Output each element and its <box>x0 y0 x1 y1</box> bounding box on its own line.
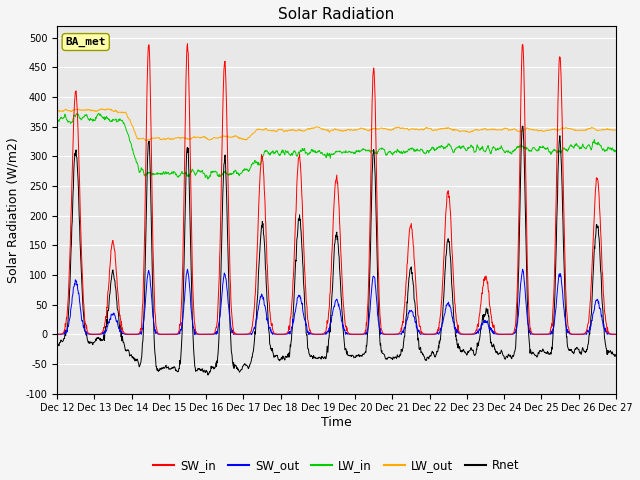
SW_out <box>515 306 523 312</box>
Line: Rnet: Rnet <box>57 126 616 375</box>
Title: Solar Radiation: Solar Radiation <box>278 7 394 22</box>
Line: SW_out: SW_out <box>57 269 616 334</box>
Rnet <box>563 334 571 339</box>
Rnet <box>518 123 526 129</box>
LW_in <box>287 153 294 158</box>
LW_in <box>612 147 620 153</box>
LW_out <box>423 125 431 131</box>
LW_out <box>563 125 571 131</box>
LW_out <box>612 127 620 133</box>
LW_out <box>104 106 112 112</box>
LW_in <box>53 117 61 123</box>
Line: LW_in: LW_in <box>57 113 616 179</box>
Rnet <box>515 275 522 280</box>
SW_in <box>53 331 61 337</box>
Y-axis label: Solar Radiation (W/m2): Solar Radiation (W/m2) <box>7 137 20 283</box>
SW_out <box>273 331 281 337</box>
SW_in <box>287 315 294 321</box>
LW_in <box>563 147 571 153</box>
SW_in <box>423 331 431 337</box>
LW_out <box>287 127 294 132</box>
SW_out <box>53 331 61 337</box>
LW_in <box>177 171 185 177</box>
Text: BA_met: BA_met <box>65 37 106 47</box>
SW_in <box>612 331 620 337</box>
LW_in <box>273 148 281 154</box>
Rnet <box>287 342 294 348</box>
SW_out <box>423 331 431 337</box>
LW_out <box>515 129 523 134</box>
X-axis label: Time: Time <box>321 416 352 429</box>
Rnet <box>273 353 280 359</box>
Rnet <box>204 372 212 378</box>
SW_in <box>515 222 523 228</box>
LW_in <box>95 110 102 116</box>
SW_out <box>184 266 191 272</box>
SW_in <box>177 321 184 327</box>
SW_out <box>83 331 90 337</box>
LW_out <box>177 135 185 141</box>
Rnet <box>612 352 620 358</box>
SW_in <box>273 331 281 337</box>
SW_in <box>184 41 191 47</box>
LW_in <box>515 144 523 150</box>
LW_in <box>204 176 212 182</box>
SW_in <box>563 310 571 315</box>
LW_in <box>423 148 431 154</box>
LW_out <box>53 108 61 114</box>
Rnet <box>177 360 184 365</box>
Line: LW_out: LW_out <box>57 109 616 141</box>
Rnet <box>53 342 61 348</box>
SW_out <box>612 331 620 337</box>
SW_in <box>230 331 238 337</box>
SW_out <box>177 326 185 332</box>
LW_out <box>142 138 150 144</box>
LW_out <box>273 128 281 134</box>
Legend: SW_in, SW_out, LW_in, LW_out, Rnet: SW_in, SW_out, LW_in, LW_out, Rnet <box>148 455 524 477</box>
SW_out <box>287 328 294 334</box>
SW_out <box>563 329 571 335</box>
Line: SW_in: SW_in <box>57 44 616 334</box>
Rnet <box>422 358 430 363</box>
